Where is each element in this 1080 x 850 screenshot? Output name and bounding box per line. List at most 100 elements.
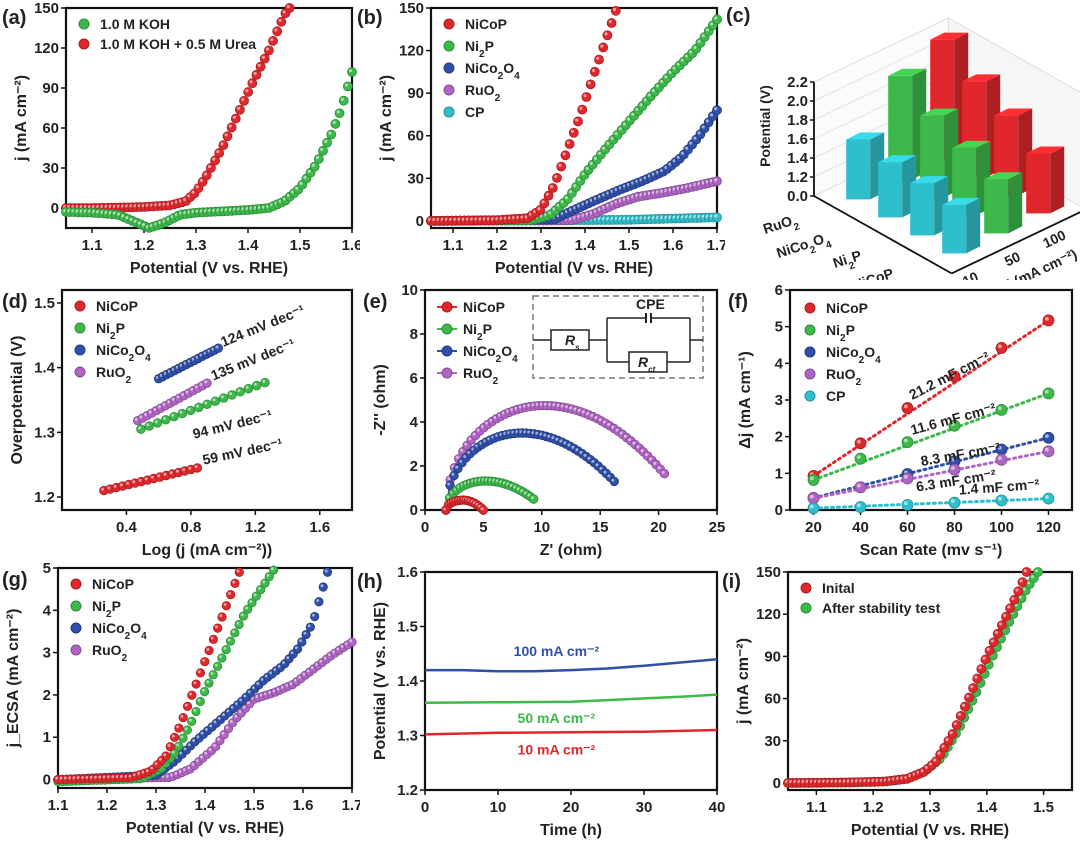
data-point-highlight bbox=[204, 727, 208, 731]
data-point-highlight bbox=[591, 459, 595, 463]
bar-side bbox=[1008, 172, 1023, 234]
series-markers bbox=[807, 314, 1055, 482]
data-point-highlight bbox=[559, 439, 563, 443]
data-point-highlight bbox=[660, 79, 664, 83]
x-axis-label: Time (h) bbox=[540, 822, 602, 839]
data-point bbox=[901, 472, 914, 485]
z-tick-label: 1.6 bbox=[787, 131, 808, 148]
data-point-highlight bbox=[167, 400, 171, 404]
grid-line bbox=[813, 36, 949, 102]
y-tick-label: 6 bbox=[410, 370, 418, 387]
data-point-highlight bbox=[185, 390, 189, 394]
data-point-highlight bbox=[567, 443, 571, 447]
data-point-highlight bbox=[162, 402, 166, 406]
data-point-highlight bbox=[685, 146, 689, 150]
legend-label-nicop: NiCoP bbox=[463, 299, 505, 315]
data-point-highlight bbox=[455, 465, 459, 469]
data-point bbox=[854, 452, 867, 465]
data-point-highlight bbox=[577, 408, 581, 412]
chart-i: 1.1 1.2 1.3 1.4 1.5 0 30 60 90 120 150 Potential (V… bbox=[722, 564, 1074, 839]
data-point-highlight bbox=[139, 415, 143, 419]
data-point-highlight bbox=[311, 613, 315, 617]
data-point-highlight bbox=[201, 688, 205, 692]
y-tick-label: 3 bbox=[775, 392, 783, 409]
data-point-highlight bbox=[113, 484, 117, 488]
data-point bbox=[901, 436, 914, 449]
data-point-highlight bbox=[949, 731, 953, 735]
data-point bbox=[217, 612, 227, 622]
series-markers bbox=[99, 463, 203, 496]
data-point-highlight bbox=[187, 194, 191, 198]
data-point-highlight bbox=[664, 75, 668, 79]
panel-label: (c) bbox=[726, 5, 750, 27]
x-tick-label: 1.5 bbox=[1033, 799, 1054, 816]
data-point-highlight bbox=[596, 56, 600, 60]
data-point-highlight bbox=[141, 770, 145, 774]
data-point-highlight bbox=[336, 647, 340, 651]
data-point-highlight bbox=[162, 417, 166, 421]
data-point-highlight bbox=[661, 470, 665, 474]
data-point-highlight bbox=[245, 385, 249, 389]
bar-top bbox=[888, 68, 927, 76]
data-point-highlight bbox=[316, 599, 320, 602]
data-point bbox=[185, 405, 196, 416]
legend-label-nico2o4: NiCo2O4 bbox=[96, 342, 151, 364]
data-point bbox=[1033, 567, 1043, 577]
data-point-highlight bbox=[516, 487, 520, 491]
bar-top bbox=[962, 74, 1001, 82]
panel-label: (b) bbox=[357, 7, 383, 29]
data-point-highlight bbox=[705, 119, 709, 123]
y-tick-label: 0 bbox=[43, 772, 51, 789]
data-point-highlight bbox=[171, 734, 175, 738]
data-point bbox=[1042, 492, 1055, 505]
capacitance-label: 21.2 mF cm⁻² bbox=[906, 348, 992, 403]
z-tick-label: 2.2 bbox=[787, 74, 808, 91]
data-point-highlight bbox=[676, 155, 680, 159]
data-point-highlight bbox=[206, 680, 210, 684]
data-point-highlight bbox=[121, 214, 125, 218]
data-point-highlight bbox=[264, 692, 267, 696]
data-point-highlight bbox=[535, 431, 539, 435]
data-point-highlight bbox=[307, 169, 311, 173]
data-point-highlight bbox=[548, 211, 552, 215]
data-point-highlight bbox=[213, 720, 217, 724]
data-point-highlight bbox=[340, 644, 344, 648]
data-point bbox=[187, 716, 197, 726]
data-point-highlight bbox=[145, 769, 149, 773]
data-point bbox=[268, 565, 279, 575]
data-point-highlight bbox=[179, 751, 183, 755]
data-point-highlight bbox=[238, 710, 242, 714]
data-point bbox=[225, 636, 236, 646]
data-point-highlight bbox=[586, 412, 590, 416]
data-point-highlight bbox=[148, 410, 152, 414]
data-point-highlight bbox=[856, 455, 861, 459]
bar-top bbox=[920, 108, 959, 116]
data-point bbox=[161, 751, 171, 761]
data-point-highlight bbox=[611, 478, 615, 482]
data-point bbox=[573, 116, 583, 127]
data-point-highlight bbox=[446, 495, 450, 499]
data-point bbox=[995, 453, 1008, 466]
data-point-highlight bbox=[200, 755, 204, 759]
data-point-highlight bbox=[653, 461, 657, 465]
legend-label-1-0-m-koh-0-5-m-urea: 1.0 M KOH + 0.5 M Urea bbox=[100, 36, 256, 52]
x-tick-label: 5 bbox=[479, 519, 487, 536]
data-point bbox=[165, 742, 175, 752]
y-axis-label: j_ECSA (mA cm⁻²) bbox=[5, 609, 22, 749]
data-point bbox=[609, 476, 619, 487]
y-tick-label: 4 bbox=[775, 355, 784, 372]
data-point-highlight bbox=[281, 685, 285, 689]
data-point bbox=[552, 172, 562, 183]
data-point bbox=[221, 644, 231, 655]
x-tick-label: 1.7 bbox=[707, 237, 725, 254]
y-tick-label: 4 bbox=[43, 602, 52, 619]
data-point-highlight bbox=[133, 219, 137, 223]
x-axis-label: Scan Rate (mv s⁻¹) bbox=[860, 542, 1003, 559]
data-point-highlight bbox=[619, 431, 623, 435]
data-point bbox=[322, 137, 333, 148]
data-point-highlight bbox=[252, 686, 255, 690]
data-point-highlight bbox=[656, 84, 660, 88]
data-point-highlight bbox=[544, 402, 548, 406]
legend-label-ni2p: Ni2P bbox=[96, 320, 125, 342]
data-point-highlight bbox=[221, 731, 225, 735]
